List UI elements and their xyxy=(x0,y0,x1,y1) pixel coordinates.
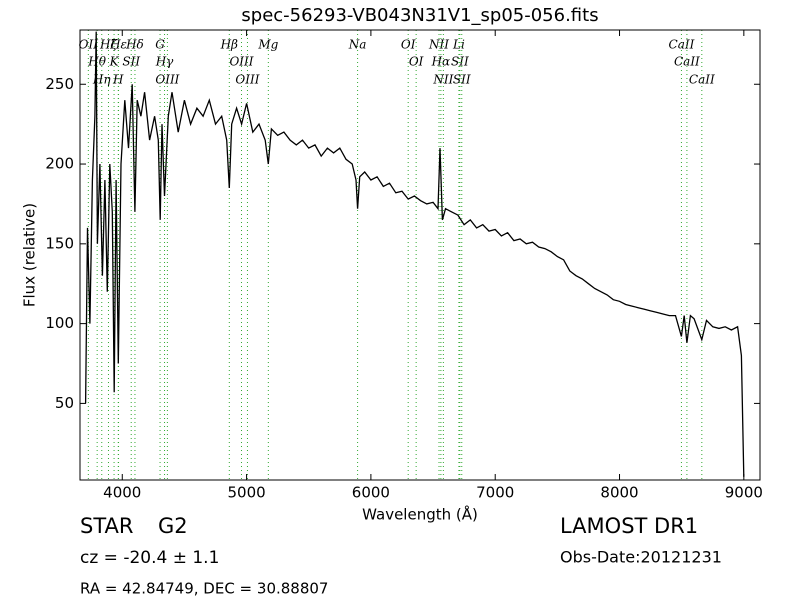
x-tick-label: 9000 xyxy=(725,484,763,502)
x-tick-label: 4000 xyxy=(103,484,141,502)
y-tick-label: 150 xyxy=(45,234,74,252)
x-tick-label: 7000 xyxy=(476,484,514,502)
y-axis-label: Flux (relative) xyxy=(21,203,39,307)
spectral-line-label: SII xyxy=(451,55,469,69)
subclass: G2 xyxy=(158,514,188,538)
survey: LAMOST DR1 xyxy=(560,514,698,538)
spectral-line-label: Hα xyxy=(431,55,451,69)
spectral-line-label: Hδ xyxy=(125,38,144,52)
x-tick-label: 8000 xyxy=(600,484,638,502)
spectral-line-label: CaII xyxy=(674,55,700,69)
spectral-line-label: Hζ xyxy=(99,38,118,52)
spectral-line-label: Hγ xyxy=(155,55,174,69)
x-tick-label: 6000 xyxy=(352,484,390,502)
spectral-line-label: Mg xyxy=(257,38,278,52)
spectral-line-label: NII xyxy=(428,38,449,52)
spectral-line-label: NII xyxy=(432,73,453,87)
coordinates: RA = 42.84749, DEC = 30.88807 xyxy=(80,580,328,598)
x-axis-label: Wavelength (Å) xyxy=(362,505,478,524)
spectral-line-label: CaII xyxy=(669,38,695,52)
chart-title: spec-56293-VB043N31V1_sp05-056.fits xyxy=(241,5,598,26)
spectral-line-label: Li xyxy=(452,38,465,52)
y-tick-label: 50 xyxy=(55,394,74,412)
x-tick-label: 5000 xyxy=(227,484,265,502)
spectral-line-label: H xyxy=(112,73,124,87)
spectral-line-label: K xyxy=(109,55,120,69)
spectrum xyxy=(84,31,745,477)
spectral-line-label: Na xyxy=(348,38,367,52)
plot-frame xyxy=(79,29,761,481)
spectral-line-label: Hε xyxy=(109,38,127,52)
spectral-line-label: CaII xyxy=(689,73,715,87)
spectral-line-label: OIII xyxy=(155,73,179,87)
y-tick-label: 100 xyxy=(45,314,74,332)
spectral-line-label: G xyxy=(155,38,165,52)
y-tick-label: 250 xyxy=(45,75,74,93)
obs-date: Obs-Date:20121231 xyxy=(560,548,722,567)
spectral-line-label: OIII xyxy=(229,55,253,69)
spectral-line-label: OI xyxy=(401,38,416,52)
spectral-line-label: OI xyxy=(409,55,424,69)
spectral-line-label: OIII xyxy=(235,73,259,87)
redshift: cz = -20.4 ± 1.1 xyxy=(80,548,219,568)
spectral-line-label: SII xyxy=(122,55,140,69)
class: STAR xyxy=(80,514,133,538)
spectral-line-label: SII xyxy=(453,73,471,87)
spectral-line-label: Hβ xyxy=(220,38,238,52)
y-tick-label: 200 xyxy=(45,155,74,173)
spectral-line-label: OII xyxy=(79,38,99,52)
